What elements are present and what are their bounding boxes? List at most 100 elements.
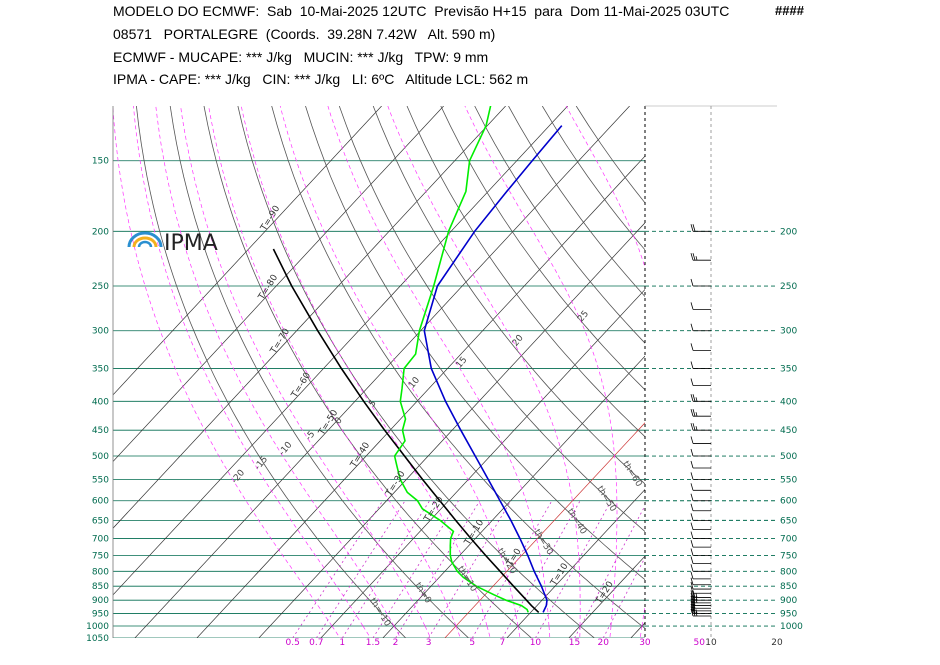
dry-adiabat-110 (541, 106, 645, 251)
dry-adiabat-100 (508, 106, 645, 298)
dry-adiabat-label-80: th=80 (657, 401, 681, 430)
moist-adiabat-label--5: -5 (304, 429, 317, 442)
wind-barb (690, 556, 711, 564)
wind-barb (690, 522, 711, 531)
mixing-ratio-10 (535, 500, 612, 638)
header-line-ecmwf-indices: ECMWF - MUCAPE: *** J/kg MUCIN: *** J/kg… (113, 49, 489, 65)
mixing-ratio-label-50: 50 (694, 638, 706, 648)
moist-adiabat-label-10: 10 (407, 375, 422, 390)
wind-barb (690, 598, 711, 606)
moist-adiabat-label-25: 25 (576, 309, 591, 324)
moist-adiabat--15 (133, 106, 371, 638)
dry-adiabat-0 (169, 106, 469, 638)
mixing-ratio-3 (428, 500, 512, 638)
moist-adiabat--20 (113, 106, 341, 638)
mixing-ratio-15 (574, 504, 645, 638)
dry-adiabat-40 (305, 106, 645, 581)
mixing-ratio-0.7 (315, 500, 406, 638)
dry-adiabat-label-100: th=100 (671, 323, 698, 357)
isotherm-label--90: T=-90 (259, 204, 283, 234)
isobar-label-850: 850 (92, 582, 109, 592)
isotherm--10 (382, 355, 645, 638)
wind-barb (690, 606, 711, 614)
mixing-ratio-5 (471, 500, 553, 638)
wind-barb (690, 601, 711, 609)
header-line-ipma-indices: IPMA - CAPE: *** J/kg CIN: *** J/kg LI: … (113, 71, 529, 87)
dry-adiabat-20 (237, 106, 595, 638)
wind-barb (690, 564, 711, 572)
wind-barb (690, 603, 711, 612)
mixing-ratio-label-2: 2 (393, 638, 399, 648)
isotherm-label--60: T=-60 (289, 371, 313, 401)
wind-barb (690, 571, 711, 580)
right-isobar-label-1000: 1000 (780, 622, 803, 632)
dry-adiabat-90 (474, 106, 645, 344)
mixing-ratio-2 (395, 500, 481, 638)
wind-barb (690, 302, 711, 310)
mixing-ratio-20 (602, 556, 645, 638)
dry-adiabat-120 (575, 106, 645, 204)
right-isobar-label-350: 350 (780, 365, 797, 375)
isotherm-20 (568, 555, 645, 638)
moist-adiabat-20 (387, 106, 581, 638)
logo-sun-icon (132, 236, 158, 248)
right-isobar-label-200: 200 (780, 227, 797, 237)
right-isobar-label-250: 250 (780, 282, 797, 292)
isotherm-10 (506, 488, 645, 638)
isobar-label-800: 800 (92, 567, 109, 577)
temperature-curve (423, 125, 563, 613)
wind-panel: 10 20 200 250 300 350 400 450 500 550 600 650 700 750… (644, 105, 803, 648)
moist-adiabat-label-0: 0 (333, 416, 345, 427)
isotherm-label-40: T=40 (707, 591, 729, 618)
moist-adiabat-30 (565, 106, 645, 638)
right-isobar-label-550: 550 (780, 475, 797, 485)
wind-barb (690, 581, 711, 590)
wind-barb (690, 472, 711, 480)
right-isobar-label-700: 700 (780, 535, 797, 545)
dry-adiabat-80 (440, 106, 645, 391)
isotherm--40 (196, 155, 645, 638)
mixing-ratio-0.5 (292, 500, 384, 638)
logo-arc-icon (127, 231, 163, 248)
moist-adiabat--10 (155, 106, 401, 638)
mixing-ratio-label-10: 10 (530, 638, 542, 648)
ipma-logo: IPMA (127, 231, 218, 256)
right-isobar-label-400: 400 (780, 397, 797, 407)
dry-adiabat-label-30: th=30 (531, 528, 555, 557)
wind-barb (690, 323, 711, 332)
dry-adiabat-label-60: th=60 (620, 460, 644, 489)
header-flag: #### (775, 3, 804, 18)
mixing-ratio-label-3: 3 (426, 638, 432, 648)
right-isobar-label-450: 450 (780, 426, 797, 436)
wind-barb (690, 224, 711, 232)
wind-barb (690, 253, 711, 261)
isotherm-0 (444, 422, 645, 638)
isobar-label-650: 650 (92, 516, 109, 526)
isobar-label-250: 250 (92, 282, 109, 292)
isobar-label-200: 200 (92, 227, 109, 237)
wind-barb (690, 548, 711, 556)
mixing-ratio-30 (644, 636, 645, 638)
grid-lines (113, 106, 645, 638)
moist-adiabat-label-20: 20 (511, 333, 526, 348)
wind-barb (690, 378, 711, 386)
logo-text: IPMA (164, 231, 218, 256)
dry-adiabat-label-0: th=0 (412, 581, 433, 606)
moist-adiabat-10 (279, 106, 521, 638)
isobar-label-950: 950 (92, 609, 109, 619)
moist-adiabat-25 (464, 106, 618, 638)
moist-adiabat-0 (208, 106, 461, 638)
isobar-label-400: 400 (92, 397, 109, 407)
mixing-ratio-label-20: 20 (597, 638, 609, 648)
right-isobar-label-850: 850 (780, 582, 797, 592)
mixing-ratio-label-7: 7 (499, 638, 505, 648)
dry-adiabat--10 (136, 106, 407, 638)
wind-barb (690, 423, 711, 431)
isobar-label-550: 550 (92, 475, 109, 485)
isobar-label-1000: 1000 (86, 622, 109, 632)
header-line-model-run: MODELO DO ECMWF: Sab 10-Mai-2025 12UTC P… (113, 3, 730, 19)
dewpoint-curve (393, 106, 529, 613)
mixing-ratio-label-0.7: 0.7 (309, 638, 323, 648)
isobar-label-350: 350 (92, 365, 109, 375)
